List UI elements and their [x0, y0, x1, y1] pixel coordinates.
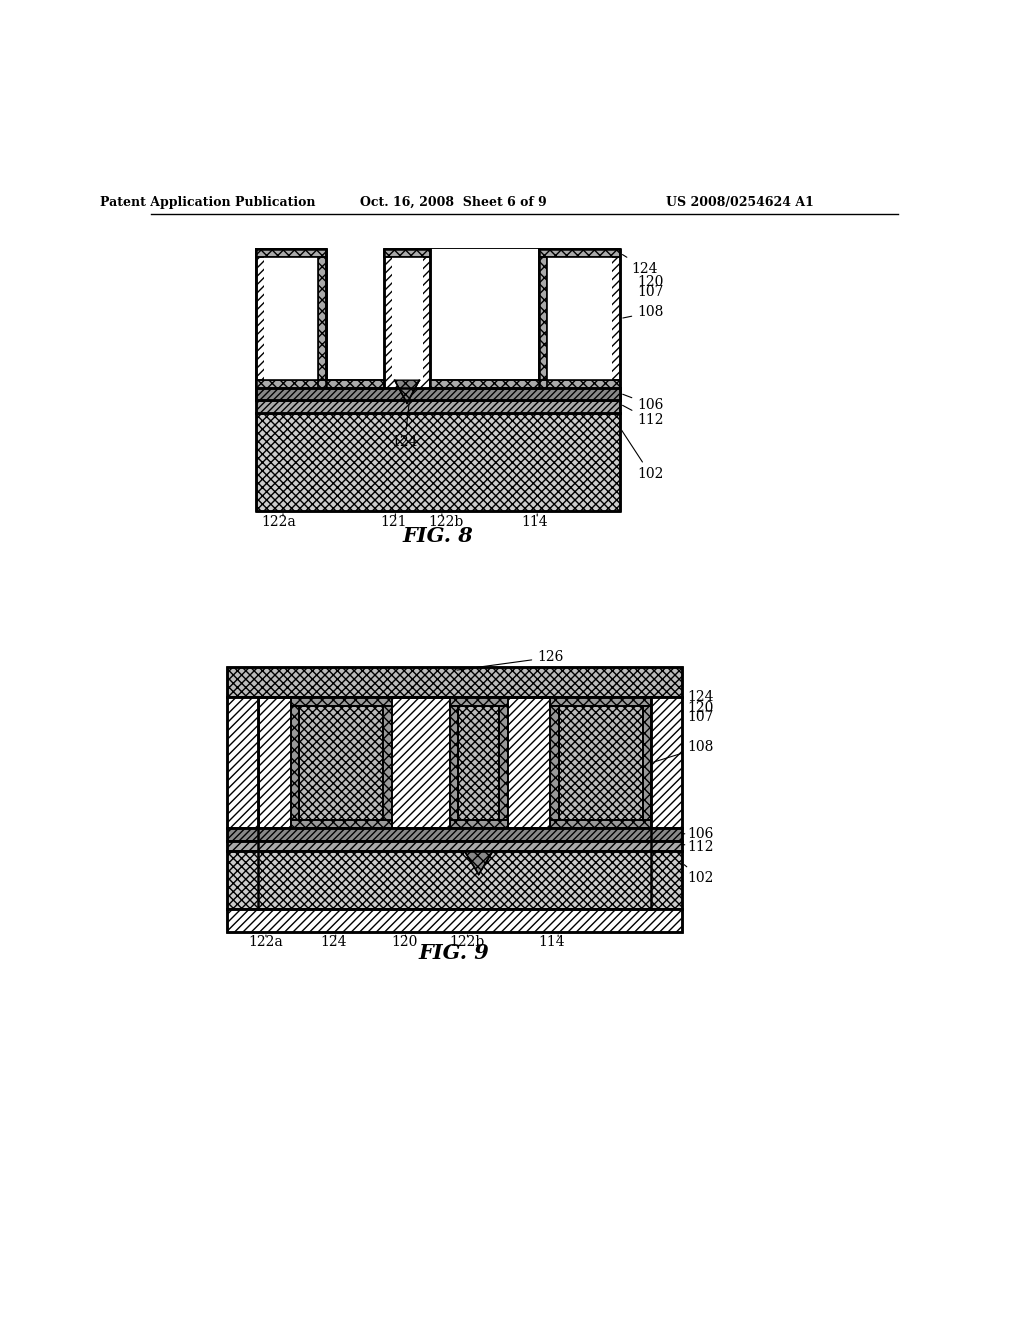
- Text: 102: 102: [622, 430, 664, 480]
- Polygon shape: [465, 851, 493, 874]
- Bar: [383, 706, 391, 829]
- Bar: [291, 820, 391, 829]
- Bar: [256, 388, 621, 400]
- Bar: [559, 706, 643, 820]
- Bar: [539, 257, 547, 388]
- Text: 124: 124: [623, 255, 658, 276]
- Text: FIG. 9: FIG. 9: [418, 944, 488, 964]
- Text: 114: 114: [521, 515, 548, 529]
- Text: 114: 114: [539, 936, 565, 949]
- Bar: [458, 706, 500, 820]
- Polygon shape: [256, 249, 384, 400]
- Text: Patent Application Publication: Patent Application Publication: [100, 195, 315, 209]
- Bar: [547, 257, 612, 380]
- Bar: [317, 257, 326, 388]
- Bar: [299, 706, 383, 820]
- Text: Oct. 16, 2008  Sheet 6 of 9: Oct. 16, 2008 Sheet 6 of 9: [360, 195, 547, 209]
- Text: 120: 120: [637, 275, 664, 289]
- Text: 108: 108: [623, 305, 664, 319]
- Polygon shape: [394, 380, 420, 404]
- Text: 106: 106: [623, 395, 664, 412]
- Bar: [291, 697, 391, 706]
- Bar: [256, 400, 621, 413]
- Bar: [227, 829, 682, 841]
- Bar: [258, 697, 651, 829]
- Text: 107: 107: [637, 285, 664, 298]
- Text: 112: 112: [623, 405, 664, 428]
- Bar: [450, 697, 508, 829]
- Polygon shape: [430, 249, 621, 400]
- Text: 107: 107: [687, 710, 714, 725]
- Bar: [550, 697, 651, 706]
- Bar: [450, 706, 458, 829]
- Text: 122b: 122b: [450, 936, 485, 949]
- Text: 106: 106: [682, 828, 714, 841]
- Text: FIG. 8: FIG. 8: [402, 525, 473, 546]
- Bar: [263, 257, 317, 380]
- Text: 124: 124: [272, 321, 304, 362]
- Bar: [227, 667, 682, 697]
- Bar: [643, 706, 651, 829]
- Text: US 2008/0254624 A1: US 2008/0254624 A1: [667, 195, 814, 209]
- Bar: [256, 380, 384, 388]
- Bar: [227, 841, 682, 851]
- Bar: [227, 909, 682, 932]
- Text: 124: 124: [687, 690, 714, 705]
- Bar: [258, 697, 651, 909]
- Bar: [450, 820, 508, 829]
- Text: 122a: 122a: [248, 936, 283, 949]
- Text: 122a: 122a: [261, 515, 296, 529]
- Text: 126: 126: [457, 651, 563, 671]
- Bar: [291, 697, 391, 829]
- Polygon shape: [430, 249, 621, 400]
- Text: 122b: 122b: [428, 515, 463, 529]
- Bar: [450, 697, 508, 706]
- Bar: [550, 706, 559, 829]
- Bar: [550, 820, 651, 829]
- Bar: [539, 249, 621, 257]
- Bar: [227, 851, 682, 909]
- Bar: [227, 697, 258, 829]
- Bar: [651, 697, 682, 829]
- Bar: [500, 706, 508, 829]
- Bar: [430, 380, 621, 388]
- Text: 121: 121: [380, 515, 407, 529]
- Bar: [550, 697, 651, 829]
- Text: 124: 124: [321, 936, 347, 949]
- Text: 124: 124: [391, 391, 418, 449]
- Text: 102: 102: [684, 865, 714, 886]
- Bar: [384, 249, 430, 257]
- Text: 120: 120: [391, 936, 418, 949]
- Bar: [391, 257, 423, 380]
- Text: 112: 112: [682, 840, 714, 854]
- Polygon shape: [430, 249, 621, 400]
- Text: 120: 120: [687, 701, 714, 715]
- Polygon shape: [256, 249, 384, 400]
- Bar: [256, 249, 326, 257]
- Polygon shape: [256, 249, 621, 400]
- Text: 108: 108: [653, 741, 714, 762]
- Bar: [227, 667, 682, 932]
- Bar: [256, 412, 621, 511]
- Bar: [291, 706, 299, 829]
